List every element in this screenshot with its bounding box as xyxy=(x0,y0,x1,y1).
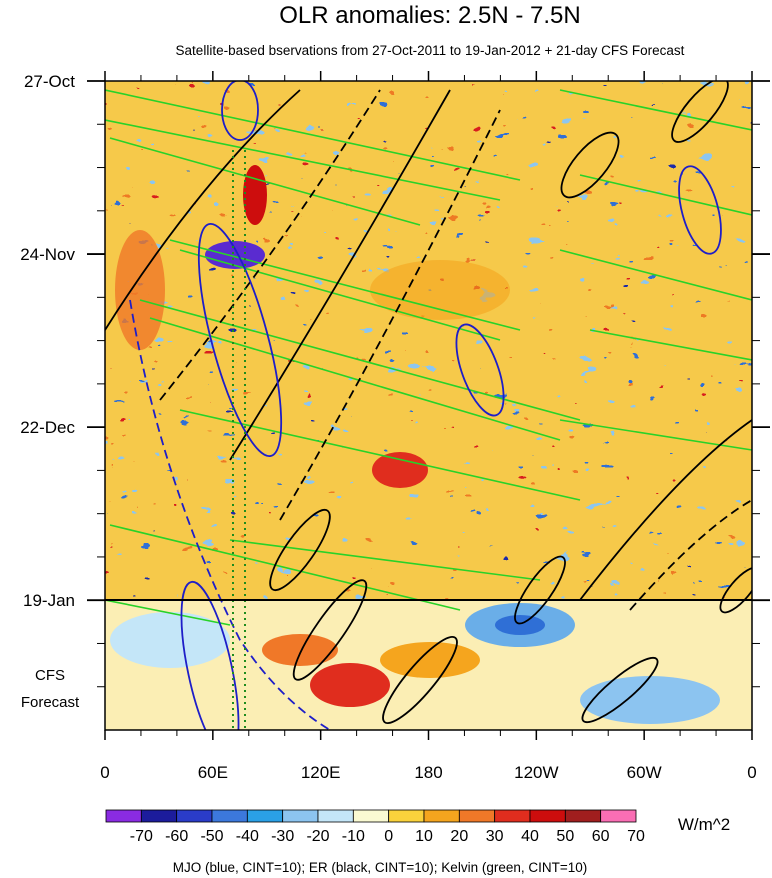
colorbar-level-label: 50 xyxy=(556,828,574,845)
kelvin-contour xyxy=(149,317,561,441)
kelvin-contour xyxy=(179,409,581,501)
colorbar-swatch xyxy=(564,809,602,823)
mjo-contours xyxy=(129,81,722,730)
mjo-contour xyxy=(197,222,283,458)
colorbar-swatch xyxy=(529,809,566,823)
dark-blue-noise xyxy=(105,81,752,600)
kelvin-contour xyxy=(559,249,752,301)
colorbar-level-label: 20 xyxy=(450,828,468,845)
chart-subtitle: Satellite-based bservations from 27-Oct-… xyxy=(176,43,685,58)
colorbar-level-label: 60 xyxy=(592,828,610,845)
reference-meridians xyxy=(232,150,246,730)
x-tick-label: 0 xyxy=(747,763,756,782)
colorbar-swatch xyxy=(176,809,213,823)
colorbar-swatch xyxy=(388,809,425,823)
colorbar-swatch xyxy=(317,809,354,823)
kelvin-contour xyxy=(139,299,581,421)
warm-band xyxy=(115,230,165,350)
y-tick-label: 22-Dec xyxy=(20,418,75,437)
colorbar-swatch xyxy=(352,809,390,823)
kelvin-contour xyxy=(579,174,752,216)
forecast-blob xyxy=(580,676,720,724)
colorbar-level-label: 30 xyxy=(486,828,504,845)
forecast-label-line1: CFS xyxy=(35,667,65,684)
kelvin-contour xyxy=(589,329,752,361)
mjo-contour xyxy=(221,81,259,141)
kelvin-contour xyxy=(169,239,521,331)
colorbar-swatch xyxy=(246,809,284,823)
mjo-contour xyxy=(678,165,722,255)
x-tick-label: 0 xyxy=(100,763,109,782)
kelvin-contour xyxy=(105,89,521,181)
colorbar-level-label: -50 xyxy=(200,828,223,845)
x-tick-label: 60E xyxy=(198,763,228,782)
colorbar-swatch xyxy=(282,809,319,823)
kelvin-contour xyxy=(109,137,421,226)
warm-band xyxy=(370,260,510,320)
colorbar-swatch xyxy=(105,809,142,823)
x-tick-label: 120E xyxy=(301,763,341,782)
y-axis: 27-Oct 24-Nov 22-Dec 19-Jan xyxy=(20,72,770,688)
er-contour xyxy=(279,109,501,521)
er-contour xyxy=(514,555,566,625)
er-contour xyxy=(105,89,301,331)
colorbar-level-label: 40 xyxy=(521,828,539,845)
colorbar-swatch xyxy=(600,809,637,823)
colorbar-swatch xyxy=(140,809,178,823)
colorbar-level-label: -10 xyxy=(342,828,365,845)
colorbar-level-label: -60 xyxy=(165,828,188,845)
chart-title: OLR anomalies: 2.5N - 7.5N xyxy=(279,2,580,29)
colorbar-swatch xyxy=(423,809,460,823)
strong-positive xyxy=(372,452,428,488)
y-tick-label: 19-Jan xyxy=(23,591,75,610)
er-contour xyxy=(719,566,752,614)
forecast-blob xyxy=(262,634,338,666)
kelvin-contour xyxy=(105,599,231,626)
er-contour xyxy=(292,579,368,681)
colorbar-level-label: 10 xyxy=(415,828,433,845)
x-tick-label: 60W xyxy=(627,763,662,782)
er-contour xyxy=(671,81,729,143)
y-tick-label: 27-Oct xyxy=(24,72,75,91)
forecast-blob xyxy=(110,612,230,668)
y-tick-label: 24-Nov xyxy=(20,245,75,264)
colorbar-swatch xyxy=(494,809,531,823)
er-contour xyxy=(229,89,451,461)
er-contour xyxy=(560,131,620,199)
er-contour xyxy=(581,656,659,724)
mjo-contour xyxy=(180,580,240,730)
forecast-blob xyxy=(310,663,390,707)
colorbar-units: W/m^2 xyxy=(678,815,730,834)
colorbar-level-label: -30 xyxy=(271,828,294,845)
colorbar-level-label: -20 xyxy=(306,828,329,845)
forecast-blob xyxy=(380,642,480,678)
kelvin-contour xyxy=(105,119,501,201)
er-contour xyxy=(269,508,331,592)
colorbar-level-label: -70 xyxy=(130,828,153,845)
colorbar: -70 -60 -50 -40 -30 -20 -10 0 10 20 30 40 50 60 70 xyxy=(105,809,645,845)
forecast-blob xyxy=(495,615,545,635)
kelvin-contour xyxy=(559,89,752,131)
x-tick-label: 180 xyxy=(414,763,442,782)
kelvin-contour xyxy=(109,524,461,611)
er-contours xyxy=(105,81,752,724)
er-contour xyxy=(579,419,752,601)
colorbar-swatch xyxy=(458,809,496,823)
x-tick-label: 120W xyxy=(514,763,558,782)
x-axis: 0 60E 120E 180 120W 60W 0 xyxy=(100,71,757,782)
colorbar-level-label: -40 xyxy=(236,828,259,845)
mjo-contour xyxy=(455,323,505,417)
er-contour xyxy=(159,89,381,401)
mjo-contour xyxy=(129,299,331,730)
colorbar-swatch xyxy=(211,809,248,823)
contour-legend-footnote: MJO (blue, CINT=10); ER (black, CINT=10)… xyxy=(173,860,588,875)
er-contour xyxy=(382,636,458,724)
colorbar-level-label: 70 xyxy=(627,828,645,845)
forecast-label-line2: Forecast xyxy=(21,694,80,711)
colorbar-level-label: 0 xyxy=(384,828,393,845)
kelvin-contour xyxy=(229,539,541,581)
olr-shading xyxy=(105,81,752,730)
strong-positive xyxy=(243,165,267,225)
